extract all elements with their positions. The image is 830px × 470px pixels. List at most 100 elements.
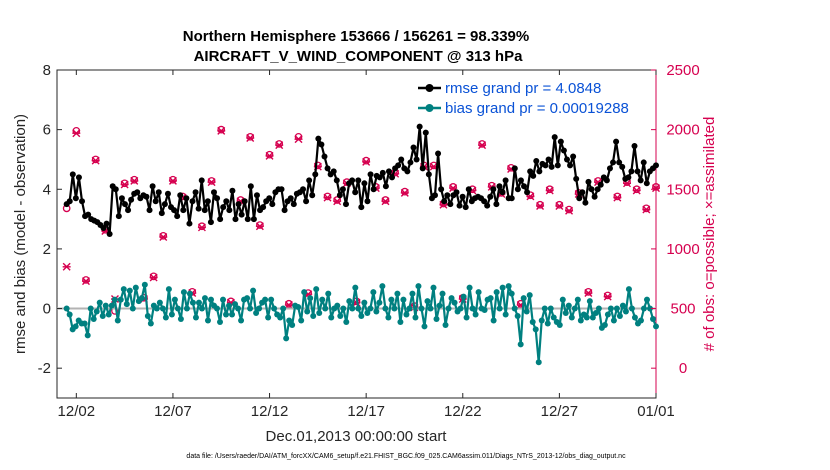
obs-assimilated-marker <box>207 178 216 187</box>
bias-point <box>126 287 133 294</box>
obs-possible-marker <box>217 125 226 134</box>
rmse-point <box>115 213 122 220</box>
rmse-point <box>419 165 426 172</box>
bias-point <box>171 296 178 303</box>
rmse-point <box>177 192 184 199</box>
rmse-point <box>183 195 190 202</box>
bias-point <box>424 298 431 305</box>
rmse-point <box>484 202 491 209</box>
rmse-point <box>72 195 79 202</box>
rmse-point <box>563 156 570 163</box>
bias-point <box>340 305 347 312</box>
rmse-point <box>349 177 356 184</box>
bias-point <box>262 296 269 303</box>
bias-point <box>177 315 184 322</box>
bias-point <box>568 314 575 321</box>
bias-point <box>514 313 521 319</box>
y-tick-label: -2 <box>38 360 51 377</box>
bias-point <box>583 314 590 321</box>
bias-point <box>343 318 350 325</box>
bias-point <box>337 313 344 319</box>
obs-assimilated-marker <box>130 176 139 185</box>
rmse-point <box>171 207 178 214</box>
rmse-point <box>536 168 543 175</box>
obs-assimilated-marker <box>91 156 100 165</box>
bias-point <box>637 317 644 324</box>
bias-point <box>379 283 386 290</box>
bias-point <box>63 305 70 312</box>
bias-point <box>204 317 211 324</box>
rmse-point <box>517 177 524 184</box>
obs-possible-marker <box>536 200 544 209</box>
y-tick-label: 6 <box>43 122 51 139</box>
bias-point <box>544 320 551 327</box>
bias-point <box>201 295 208 302</box>
rmse-point <box>226 207 233 214</box>
obs-possible-marker <box>381 196 390 204</box>
bias-point <box>352 284 359 291</box>
obs-assimilated-marker <box>478 141 487 150</box>
obs-possible-marker <box>149 272 158 281</box>
rmse-point <box>125 207 132 214</box>
bias-point <box>526 292 533 299</box>
rmse-point <box>118 195 125 202</box>
rmse-point <box>367 171 374 178</box>
rmse-point <box>379 169 386 176</box>
bias-point <box>301 289 308 296</box>
rmse-point <box>407 159 414 166</box>
bias-point <box>547 305 554 312</box>
obs-possible-marker <box>207 177 216 185</box>
bias-point <box>607 305 614 312</box>
y-tick-label: 0 <box>43 301 51 318</box>
rmse-point <box>149 183 156 190</box>
bias-point <box>189 299 196 306</box>
rmse-point <box>100 225 107 232</box>
rmse-point <box>385 168 392 175</box>
bias-point <box>523 308 530 315</box>
bias-point <box>192 314 199 321</box>
bias-point <box>511 305 518 312</box>
obs-possible-marker <box>120 179 129 188</box>
obs-assimilated-marker <box>536 201 545 210</box>
rmse-point <box>250 216 257 223</box>
y2-tick-label: 1500 <box>666 181 699 198</box>
bias-point <box>550 314 557 321</box>
bias-point <box>631 314 638 321</box>
rmse-point <box>204 198 211 205</box>
bias-point <box>129 305 136 312</box>
rmse-point <box>579 189 586 196</box>
rmse-point <box>514 186 521 193</box>
obs-assimilated-marker <box>333 197 342 206</box>
bias-point <box>653 323 659 330</box>
axis-ticks-layer: 12/02 12/07 12/12 12/17 12/22 12/27 01/01 -2 0 2 4… <box>38 62 700 420</box>
bias-point <box>174 305 181 312</box>
bias-point <box>334 302 341 309</box>
bias-point <box>592 310 599 317</box>
chart-subtitle: AIRCRAFT_V_WIND_COMPONENT @ 313 hPa <box>194 48 524 65</box>
rmse-point <box>281 207 288 214</box>
obs-possible-marker <box>478 140 486 148</box>
bias-point <box>571 305 578 312</box>
rmse-point <box>269 201 276 208</box>
bias-point <box>625 286 632 293</box>
rmse-point <box>361 180 368 187</box>
bias-point <box>457 305 464 312</box>
rmse-point <box>309 192 316 199</box>
bias-point <box>490 317 497 324</box>
x-tick-label: 12/02 <box>58 403 96 420</box>
rmse-point <box>306 177 313 184</box>
obs-possible-marker <box>613 192 622 201</box>
rmse-point <box>370 186 377 193</box>
obs-possible-marker <box>555 200 564 209</box>
bias-point <box>159 305 166 312</box>
obs-assimilated-marker <box>72 129 81 138</box>
obs-assimilated-marker <box>545 186 554 195</box>
bias-point <box>289 321 296 328</box>
bias-point <box>541 305 548 312</box>
bias-point <box>463 314 470 321</box>
obs-assimilated-marker <box>149 273 158 282</box>
rmse-point <box>570 153 577 160</box>
x-tick-label: 12/22 <box>444 403 482 420</box>
bias-point <box>535 359 542 366</box>
rmse-point <box>554 162 561 169</box>
